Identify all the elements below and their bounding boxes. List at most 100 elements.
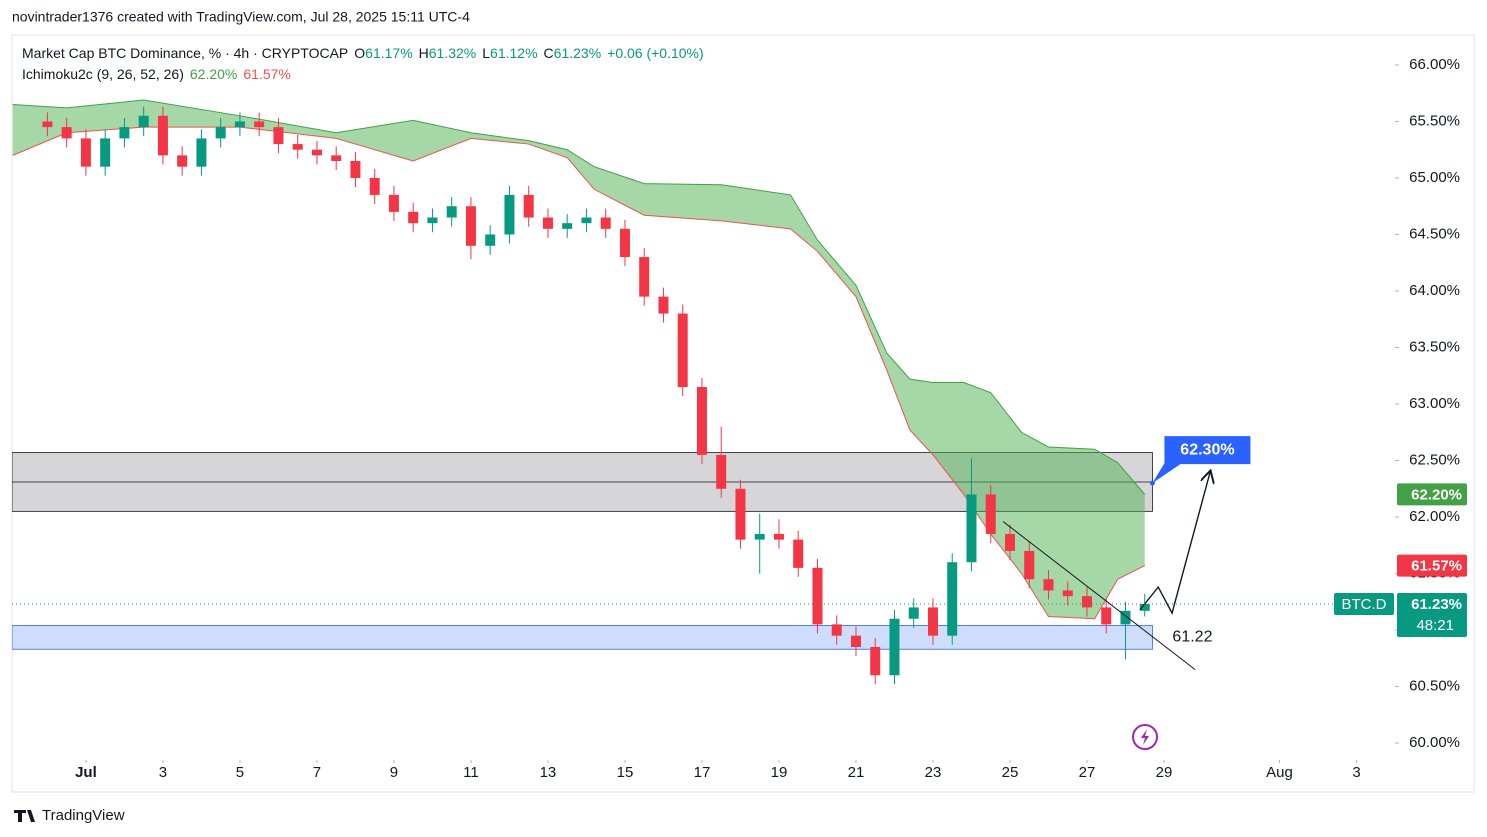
y-tick-label: 63.00% bbox=[1409, 395, 1460, 412]
candle-body bbox=[196, 138, 207, 167]
x-tick-label: 17 bbox=[694, 764, 711, 781]
x-tick-label: Jul bbox=[75, 764, 97, 781]
footer: TradingView bbox=[42, 807, 125, 824]
legend-indicator: Ichimoku2c (9, 26, 52, 26) 62.20% 61.57% bbox=[22, 66, 297, 82]
candle-body bbox=[465, 206, 476, 246]
target-label: 62.30% bbox=[1180, 441, 1234, 458]
lightning-icon bbox=[1132, 724, 1158, 750]
indicator-value: 62.20% bbox=[189, 66, 238, 82]
candle-body bbox=[696, 387, 707, 455]
candle-body bbox=[254, 121, 265, 128]
candle-body bbox=[831, 624, 842, 636]
y-tick-label: 62.50% bbox=[1409, 451, 1460, 468]
legend-title: Market Cap BTC Dominance, % · 4h · CRYPT… bbox=[22, 45, 349, 61]
y-tick-label: 60.50% bbox=[1409, 678, 1460, 695]
zone-label: 61.22 bbox=[1172, 629, 1212, 646]
ohlc-value: 61.32% bbox=[428, 45, 477, 61]
candle-body bbox=[1101, 607, 1112, 625]
candle-body bbox=[273, 127, 284, 145]
candle-body bbox=[658, 296, 669, 314]
ohlc-value: 61.17% bbox=[365, 45, 413, 61]
y-tick-label: 64.00% bbox=[1409, 282, 1460, 299]
target-callout bbox=[1152, 436, 1251, 484]
candle-body bbox=[100, 138, 111, 167]
symbol-badge bbox=[1334, 593, 1394, 616]
candle-body bbox=[119, 127, 130, 139]
candle-body bbox=[157, 115, 168, 156]
candle-body bbox=[215, 127, 226, 139]
x-tick-label: 29 bbox=[1156, 764, 1173, 781]
plot bbox=[12, 99, 1196, 685]
candle-body bbox=[311, 149, 322, 156]
x-tick-label: Aug bbox=[1266, 764, 1293, 781]
candle-body bbox=[619, 228, 630, 258]
footer-logo: TradingView bbox=[14, 807, 125, 824]
candle-body bbox=[61, 127, 72, 139]
x-tick-label: 23 bbox=[925, 764, 942, 781]
y-tick-label: 65.50% bbox=[1409, 112, 1460, 129]
candle-body bbox=[292, 144, 303, 150]
candle-body bbox=[985, 494, 996, 534]
candle-body bbox=[1043, 579, 1054, 591]
candle-body bbox=[1081, 596, 1092, 608]
ohlc-key: H bbox=[418, 45, 429, 61]
ichimoku-span-b bbox=[12, 126, 1145, 620]
candle-body bbox=[485, 234, 496, 246]
symbol-label: BTC.D bbox=[1342, 596, 1387, 613]
x-tick-label: 25 bbox=[1002, 764, 1019, 781]
candle-body bbox=[793, 539, 804, 568]
frame bbox=[11, 34, 1475, 793]
candle-body bbox=[812, 567, 823, 625]
y-tick-label: 60.00% bbox=[1409, 734, 1460, 751]
candle-body bbox=[138, 115, 149, 128]
candle-body bbox=[388, 194, 399, 212]
zone bbox=[12, 625, 1153, 650]
candle-body bbox=[889, 618, 900, 676]
candle-body bbox=[1120, 610, 1131, 625]
x-tick-label: 3 bbox=[1352, 764, 1360, 781]
y-tick-label: 62.00% bbox=[1409, 508, 1460, 525]
y-tick-label: 64.50% bbox=[1409, 225, 1460, 242]
candle-body bbox=[42, 121, 53, 128]
y-tick-label: 63.50% bbox=[1409, 338, 1460, 355]
y-tick-label: 65.00% bbox=[1409, 169, 1460, 186]
candle-body bbox=[350, 161, 361, 178]
x-tick-label: 13 bbox=[540, 764, 557, 781]
candle-body bbox=[427, 217, 438, 224]
ohlc-key: O bbox=[354, 45, 366, 61]
ohlc-key: L bbox=[482, 45, 491, 61]
candle-body bbox=[408, 211, 419, 224]
indicator-value: 61.57% bbox=[243, 66, 291, 82]
indicator-name: Ichimoku2c (9, 26, 52, 26) bbox=[22, 66, 184, 82]
x-tick-label: 27 bbox=[1079, 764, 1096, 781]
countdown: 48:21 bbox=[1416, 617, 1454, 634]
candle-body bbox=[504, 194, 515, 235]
candle-body bbox=[600, 217, 611, 229]
candle-body bbox=[234, 121, 245, 128]
price-badge bbox=[1397, 483, 1467, 506]
x-tick-label: 9 bbox=[390, 764, 398, 781]
candle-body bbox=[331, 155, 342, 162]
price-badge bbox=[1397, 554, 1467, 577]
candle-body bbox=[927, 607, 938, 636]
candle-body bbox=[639, 257, 650, 297]
candle-body bbox=[735, 488, 746, 540]
header: novintrader1376 created with TradingView… bbox=[12, 9, 470, 25]
candle-body bbox=[966, 494, 977, 563]
candle-body bbox=[80, 138, 91, 167]
candle-body bbox=[1062, 590, 1073, 597]
x-tick-label: 7 bbox=[313, 764, 321, 781]
candle-body bbox=[542, 217, 553, 229]
candle-body bbox=[947, 562, 958, 636]
candle-body bbox=[677, 313, 688, 388]
x-tick-label: 19 bbox=[771, 764, 788, 781]
x-tick-label: 15 bbox=[617, 764, 634, 781]
price-badge bbox=[1397, 593, 1467, 638]
change: +0.06 (+0.10%) bbox=[607, 45, 704, 61]
candle-body bbox=[754, 533, 765, 540]
candle-body bbox=[523, 194, 534, 218]
candle-body bbox=[908, 607, 919, 619]
y-tick-label: 66.00% bbox=[1409, 56, 1460, 73]
